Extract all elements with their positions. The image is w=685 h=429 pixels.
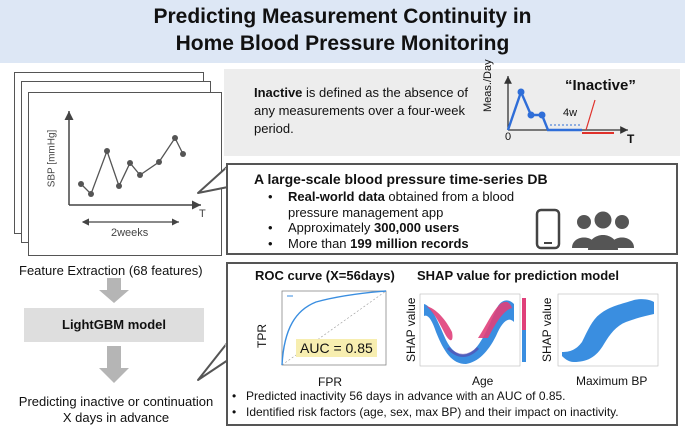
roc-x-label: FPR <box>318 375 342 389</box>
sbp-axis-label: SBP [mmHg] <box>46 129 58 188</box>
prediction-output: Predicting inactive or continuation X da… <box>12 394 220 426</box>
fact-bold: Real-world data <box>288 189 385 204</box>
inactive-pointer <box>585 99 596 131</box>
definition-term: Inactive <box>254 85 303 100</box>
roc-plot <box>281 290 387 366</box>
roc-y-label: TPR <box>255 324 269 348</box>
definition-body: is defined as the absence of any measure… <box>254 85 468 136</box>
meas-points <box>517 88 546 119</box>
span-label: 2weeks <box>111 227 149 239</box>
meas-axis-label: Meas./Day <box>482 59 494 112</box>
shap-age-y-label: SHAP value <box>404 297 418 362</box>
fact-text: obtained from a blood pressure managemen… <box>288 189 515 220</box>
definition-text: Inactive is defined as the absence of an… <box>254 84 490 138</box>
roc-curve <box>281 290 387 366</box>
results-bullets: Predicted inactivity 56 days in advance … <box>232 389 619 420</box>
shap-title: SHAP value for prediction model <box>417 268 620 283</box>
shap-age-plot <box>419 293 526 367</box>
fact-bold: 199 million records <box>350 235 469 251</box>
timeseries-card: SBP [mmHg] T 2weeks <box>28 92 222 256</box>
shap-age-x-label: Age <box>472 374 494 388</box>
fact-item: Approximately 300,000 users <box>268 220 528 236</box>
result-item: Identified risk factors (age, sex, max B… <box>232 405 619 421</box>
result-item: Predicted inactivity 56 days in advance … <box>232 389 619 405</box>
prediction-line-2: X days in advance <box>62 410 170 425</box>
down-arrow-icon <box>99 278 129 303</box>
fact-item: More than 199 million records <box>268 236 528 252</box>
fact-text: More than <box>288 235 351 251</box>
time-axis-label: T <box>199 208 206 220</box>
sbp-points <box>78 135 186 197</box>
shap-age-cloud <box>424 300 514 364</box>
shap-bp-plot <box>557 293 659 367</box>
users-icon <box>572 211 634 250</box>
fact-item: Real-world data obtained from a blood pr… <box>268 189 528 220</box>
fact-text: Approximately <box>288 220 374 235</box>
meas-line <box>506 88 582 132</box>
title-line-2: Home Blood Pressure Monitoring <box>175 32 510 55</box>
prediction-line-1: Predicting inactive or continuation <box>18 394 214 409</box>
feature-extraction-label: Feature Extraction (68 features) <box>19 263 203 278</box>
title-banner: Predicting Measurement Continuity in Hom… <box>0 0 685 63</box>
db-bubble-tail <box>197 165 229 194</box>
sbp-line <box>80 136 184 196</box>
definition-panel <box>224 69 680 156</box>
database-title: A large-scale blood pressure time-series… <box>254 171 548 187</box>
meas-origin: 0 <box>505 131 512 143</box>
fact-bold: 300,000 users <box>373 220 460 235</box>
shap-bp-x-label: Maximum BP <box>576 374 648 388</box>
meas-time-label: T <box>627 132 635 146</box>
model-box: LightGBM model <box>24 308 204 342</box>
results-bubble-tail <box>197 341 229 381</box>
shap-bp-cloud <box>562 299 654 362</box>
shap-bp-y-label: SHAP value <box>540 297 554 362</box>
gap-label: 4w <box>563 107 578 119</box>
down-arrow-icon <box>99 346 129 383</box>
auc-badge: AUC = 0.85 <box>296 339 377 357</box>
timeseries-plot <box>64 111 201 226</box>
roc-title: ROC curve (X=56days) <box>255 268 395 283</box>
title-line-1: Predicting Measurement Continuity in <box>153 5 532 28</box>
smartphone-icon <box>535 208 561 250</box>
inactive-graph <box>504 76 628 134</box>
inactive-callout: “Inactive” <box>565 77 636 94</box>
database-facts: Real-world data obtained from a blood pr… <box>268 189 528 251</box>
